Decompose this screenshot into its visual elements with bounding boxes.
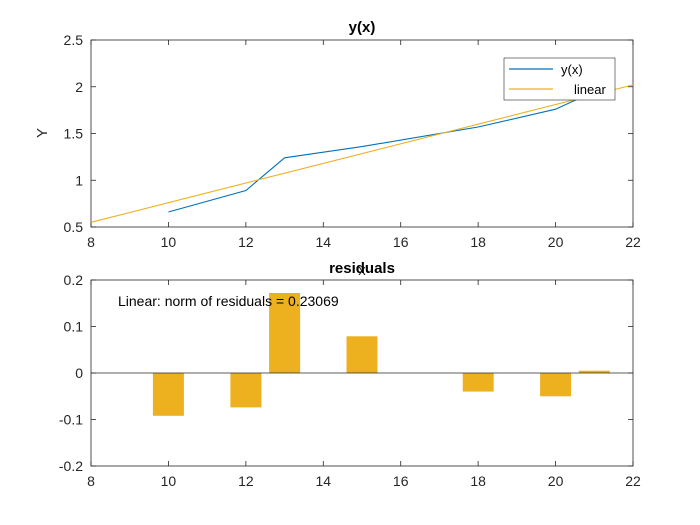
legend: y(x) linear [503, 57, 616, 101]
bottom-y-tick-label: -0.2 [59, 458, 83, 474]
top-axes: 0.5 1 1.5 2 2.5 8 10 12 14 16 18 20 22 y(x) Y x y(x… [34, 19, 641, 279]
top-x-tick-label: 22 [625, 234, 641, 250]
legend-box [503, 57, 616, 101]
legend-entry-linear: linear [574, 82, 606, 97]
bottom-axes: -0.2 -0.1 0 0.1 0.2 8 10 12 14 16 18 20 22 residual… [59, 260, 641, 489]
residual-bar [462, 373, 494, 392]
bottom-x-tick-label: 18 [470, 473, 486, 489]
bottom-x-tick-label: 16 [393, 473, 409, 489]
top-y-tick-label: 1 [75, 172, 83, 188]
top-y-tick-label: 2.5 [64, 32, 84, 48]
bottom-x-tick-label: 22 [625, 473, 641, 489]
top-y-tick-label: 1.5 [64, 126, 84, 142]
bottom-y-tick-label: 0 [75, 365, 83, 381]
bottom-x-tick-label: 14 [315, 473, 331, 489]
bottom-y-tick-label: -0.1 [59, 412, 83, 428]
top-x-tick-label: 8 [87, 234, 95, 250]
residual-bar [346, 336, 378, 373]
bottom-y-tick-label: 0.2 [64, 272, 84, 288]
residual-bar [578, 370, 610, 373]
residual-bar [230, 373, 262, 408]
top-x-tick-label: 16 [393, 234, 409, 250]
top-x-tick-label: 18 [470, 234, 486, 250]
residual-norm-annotation: Linear: norm of residuals = 0.23069 [118, 293, 339, 309]
bottom-chart-title: residuals [329, 260, 395, 277]
series-line-linear [90, 84, 634, 223]
top-x-tick-label: 12 [238, 234, 254, 250]
bottom-y-tick-label: 0.1 [64, 319, 84, 335]
bottom-x-tick-label: 8 [87, 473, 95, 489]
top-x-tick-label: 14 [315, 234, 331, 250]
top-y-axis-label: Y [34, 128, 51, 138]
bottom-x-tick-label: 12 [238, 473, 254, 489]
bottom-x-tick-label: 20 [548, 473, 564, 489]
top-chart-title: y(x) [349, 19, 376, 36]
top-y-tick-label: 0.5 [64, 219, 84, 235]
series-line-yx [168, 90, 595, 213]
residual-bar [269, 293, 301, 373]
bottom-x-tick-label: 10 [161, 473, 177, 489]
top-x-tick-label: 20 [548, 234, 564, 250]
top-y-tick-label: 2 [75, 79, 83, 95]
top-x-axis-label: x [358, 262, 366, 279]
top-x-tick-label: 10 [161, 234, 177, 250]
residual-bar [540, 373, 572, 397]
residual-bar [152, 373, 184, 416]
legend-entry-yx: y(x) [561, 62, 583, 77]
